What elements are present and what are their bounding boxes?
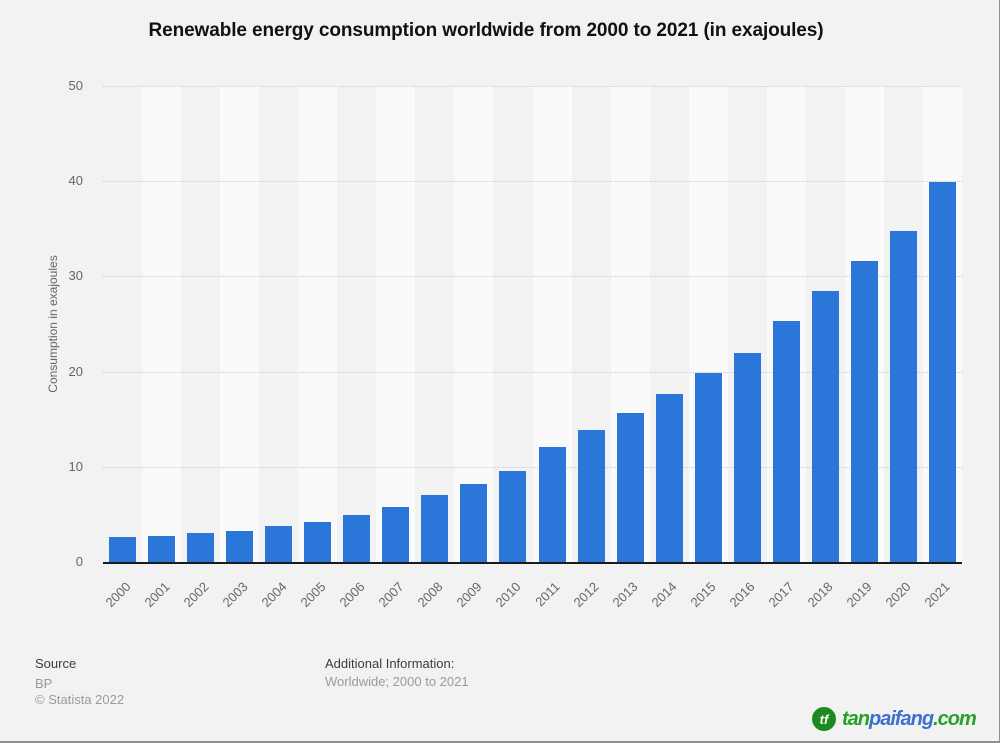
plot-area xyxy=(103,86,962,564)
tanpaifang-logo[interactable]: tf tanpaifang.com xyxy=(812,707,977,731)
column-stripe xyxy=(454,86,494,562)
column-stripe xyxy=(220,86,260,562)
bar-2010[interactable] xyxy=(499,470,527,562)
bar-2016[interactable] xyxy=(733,352,761,562)
y-tick-label: 50 xyxy=(68,78,83,93)
bar-2008[interactable] xyxy=(421,495,449,562)
bar-2009[interactable] xyxy=(460,483,488,562)
bar-2005[interactable] xyxy=(304,522,332,562)
bar-2002[interactable] xyxy=(187,533,215,562)
y-axis-title: Consumption in exajoules xyxy=(46,255,60,393)
bar-2007[interactable] xyxy=(382,506,410,562)
column-stripe xyxy=(376,86,416,562)
y-tick-label: 10 xyxy=(68,458,83,474)
tf-leaf-circle-icon: tf xyxy=(812,707,836,731)
column-stripe xyxy=(142,86,182,562)
bar-2021[interactable] xyxy=(928,182,956,562)
source-label: Source xyxy=(35,656,77,671)
y-tick-label: 30 xyxy=(68,268,83,284)
bar-2012[interactable] xyxy=(577,429,605,562)
bar-2018[interactable] xyxy=(811,290,839,562)
bar-2017[interactable] xyxy=(772,321,800,562)
bar-2004[interactable] xyxy=(265,525,293,562)
bar-2003[interactable] xyxy=(226,530,254,562)
bar-2015[interactable] xyxy=(694,372,722,562)
additional-info-value: Worldwide; 2000 to 2021 xyxy=(325,674,469,689)
gridline xyxy=(103,86,962,87)
bar-2006[interactable] xyxy=(343,515,371,562)
bar-2014[interactable] xyxy=(655,394,683,562)
bar-2019[interactable] xyxy=(850,261,878,562)
gridline xyxy=(103,466,962,468)
column-stripe xyxy=(298,86,338,562)
bar-2011[interactable] xyxy=(538,446,566,562)
y-tick-label: 20 xyxy=(68,363,83,379)
source-value: BP xyxy=(35,676,53,691)
y-tick-label: 40 xyxy=(68,173,83,189)
gridline xyxy=(103,181,962,183)
bar-2020[interactable] xyxy=(889,230,917,562)
bar-2000[interactable] xyxy=(109,537,137,562)
gridline xyxy=(103,276,962,278)
bar-2001[interactable] xyxy=(148,536,176,562)
tanpaifang-logo-text: tanpaifang.com xyxy=(842,707,977,730)
chart-title: Renewable energy consumption worldwide f… xyxy=(148,20,824,41)
bar-2013[interactable] xyxy=(616,412,644,562)
gridline xyxy=(103,371,962,373)
y-tick-label: 0 xyxy=(75,554,83,569)
copyright-statista: © Statista 2022 xyxy=(35,692,125,707)
additional-info-label: Additional Information: xyxy=(325,656,455,671)
